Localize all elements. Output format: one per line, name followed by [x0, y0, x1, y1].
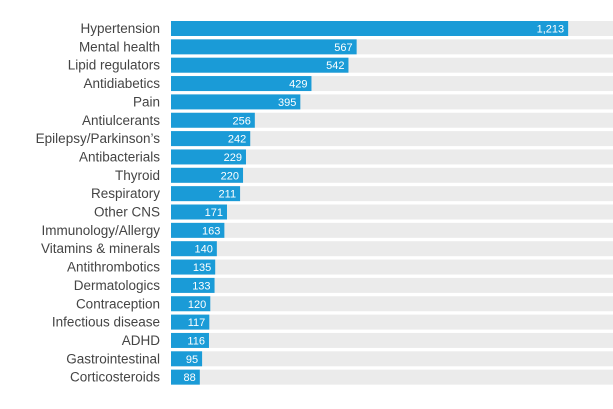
value-label: 140	[194, 244, 212, 256]
bar-antithrombotics	[171, 259, 216, 275]
category-label: Other CNS	[94, 205, 160, 220]
value-label: 256	[232, 115, 250, 127]
bar-hypertension	[171, 21, 569, 36]
category-label: Infectious disease	[52, 315, 160, 330]
bar-gastrointestinal	[171, 351, 203, 367]
category-label: Pain	[133, 94, 160, 109]
bar-pain	[171, 94, 301, 110]
bar-track	[171, 241, 613, 257]
value-label: 120	[188, 299, 206, 311]
category-label: Hypertension	[80, 21, 160, 36]
category-label: Immunology/Allergy	[41, 223, 160, 238]
value-label: 117	[188, 317, 206, 329]
bar-track	[171, 351, 613, 367]
bar-track	[171, 369, 613, 385]
value-label: 171	[205, 207, 223, 219]
bar-other-cns	[171, 204, 227, 220]
bar-track	[171, 112, 613, 128]
category-label: Corticosteroids	[70, 370, 160, 385]
bar-antidiabetics	[171, 76, 312, 92]
bar-antibacterials	[171, 149, 246, 165]
bar-track	[171, 186, 613, 202]
value-label: 220	[221, 170, 239, 182]
bar-track	[171, 149, 613, 165]
category-label: Antiulcerants	[82, 113, 160, 128]
bar-vitamins-minerals	[171, 241, 217, 257]
bar-track	[171, 204, 613, 220]
bar-corticosteroids	[171, 369, 200, 385]
value-label: 163	[202, 225, 220, 237]
category-label: Antithrombotics	[67, 260, 160, 275]
bar-contraception	[171, 296, 211, 312]
bar-dermatologics	[171, 277, 215, 293]
bar-lipid-regulators	[171, 57, 349, 73]
value-label: 88	[184, 372, 196, 384]
category-label: Mental health	[79, 39, 160, 54]
bar-track	[171, 332, 613, 348]
value-label: 133	[192, 280, 210, 292]
bar-adhd	[171, 332, 209, 348]
category-label: ADHD	[122, 333, 161, 348]
value-label: 395	[278, 97, 296, 109]
value-label: 211	[219, 189, 237, 201]
bar-respiratory	[171, 186, 241, 202]
category-label: Respiratory	[91, 186, 160, 201]
bar-track	[171, 259, 613, 275]
bar-infectious-disease	[171, 314, 210, 330]
bar-thyroid	[171, 167, 244, 183]
bar-antiulcerants	[171, 112, 255, 128]
value-label: 242	[228, 134, 246, 146]
value-label: 116	[187, 335, 205, 347]
value-label: 229	[224, 152, 242, 164]
category-label: Antidiabetics	[83, 76, 160, 91]
category-label: Lipid regulators	[68, 58, 161, 73]
bar-epilepsy-parkinson-s	[171, 131, 251, 147]
category-label: Antibacterials	[79, 149, 160, 164]
category-label: Gastrointestinal	[66, 351, 160, 366]
value-label: 1,213	[537, 24, 565, 36]
bar-track	[171, 296, 613, 312]
category-label: Dermatologics	[74, 278, 161, 293]
bar-mental-health	[171, 39, 357, 55]
value-label: 135	[193, 262, 211, 274]
value-label: 542	[326, 60, 344, 72]
category-label: Epilepsy/Parkinson’s	[36, 131, 161, 146]
bar-track	[171, 167, 613, 183]
category-label: Contraception	[76, 296, 160, 311]
category-label: Vitamins & minerals	[41, 241, 160, 256]
category-label: Thyroid	[115, 168, 160, 183]
value-label: 95	[186, 354, 198, 366]
value-label: 429	[289, 79, 307, 91]
bar-track	[171, 314, 613, 330]
bar-track	[171, 131, 613, 147]
bar-track	[171, 222, 613, 238]
bar-immunology-allergy	[171, 222, 225, 238]
bar-track	[171, 277, 613, 293]
value-label: 567	[334, 42, 352, 54]
